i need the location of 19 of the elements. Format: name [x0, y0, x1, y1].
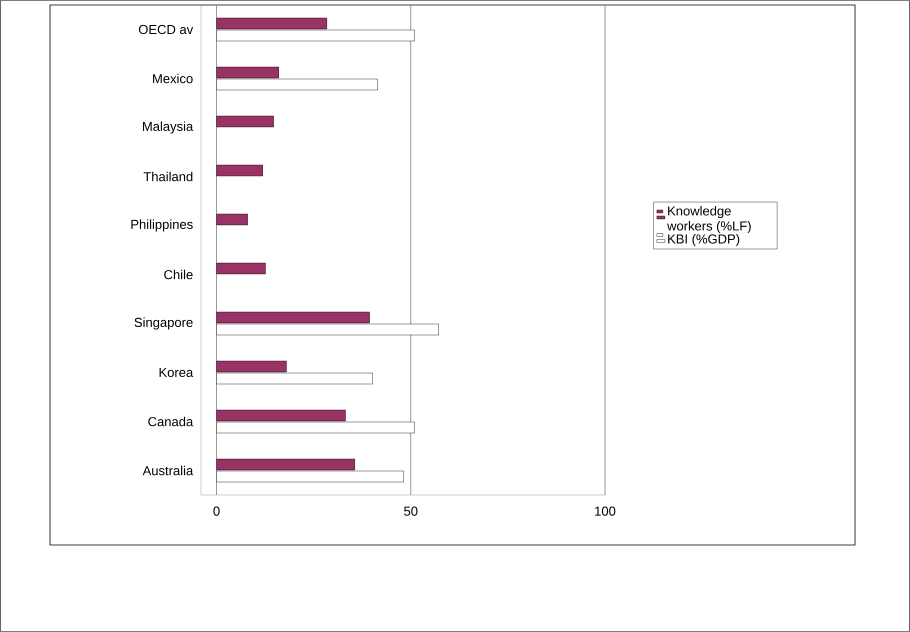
y-tick-label: Singapore [134, 317, 193, 330]
y-tick-label: Malaysia [142, 121, 194, 134]
legend-label: KBI (%GDP) [668, 234, 740, 246]
y-tick-label: Korea [160, 368, 194, 378]
y-tick-label: Thailand [144, 172, 192, 182]
y-tick-label: Canada [148, 416, 194, 426]
y-tick-label: Australia [142, 466, 194, 476]
y-tick-label: OECD av [138, 24, 194, 34]
bar [216, 116, 274, 128]
bar [216, 262, 266, 274]
x-tick-label: 0 [213, 506, 220, 516]
legend-label: Knowledge workers (%LF) [667, 206, 751, 234]
bar [216, 164, 263, 176]
x-tick-label: 100 [595, 506, 616, 516]
y-tick-label: Chile [164, 270, 193, 280]
bar [216, 214, 248, 226]
x-tick-label: 50 [404, 506, 418, 516]
y-tick-label: Philippines [131, 219, 193, 232]
y-tick-label: Mexico [153, 74, 193, 84]
